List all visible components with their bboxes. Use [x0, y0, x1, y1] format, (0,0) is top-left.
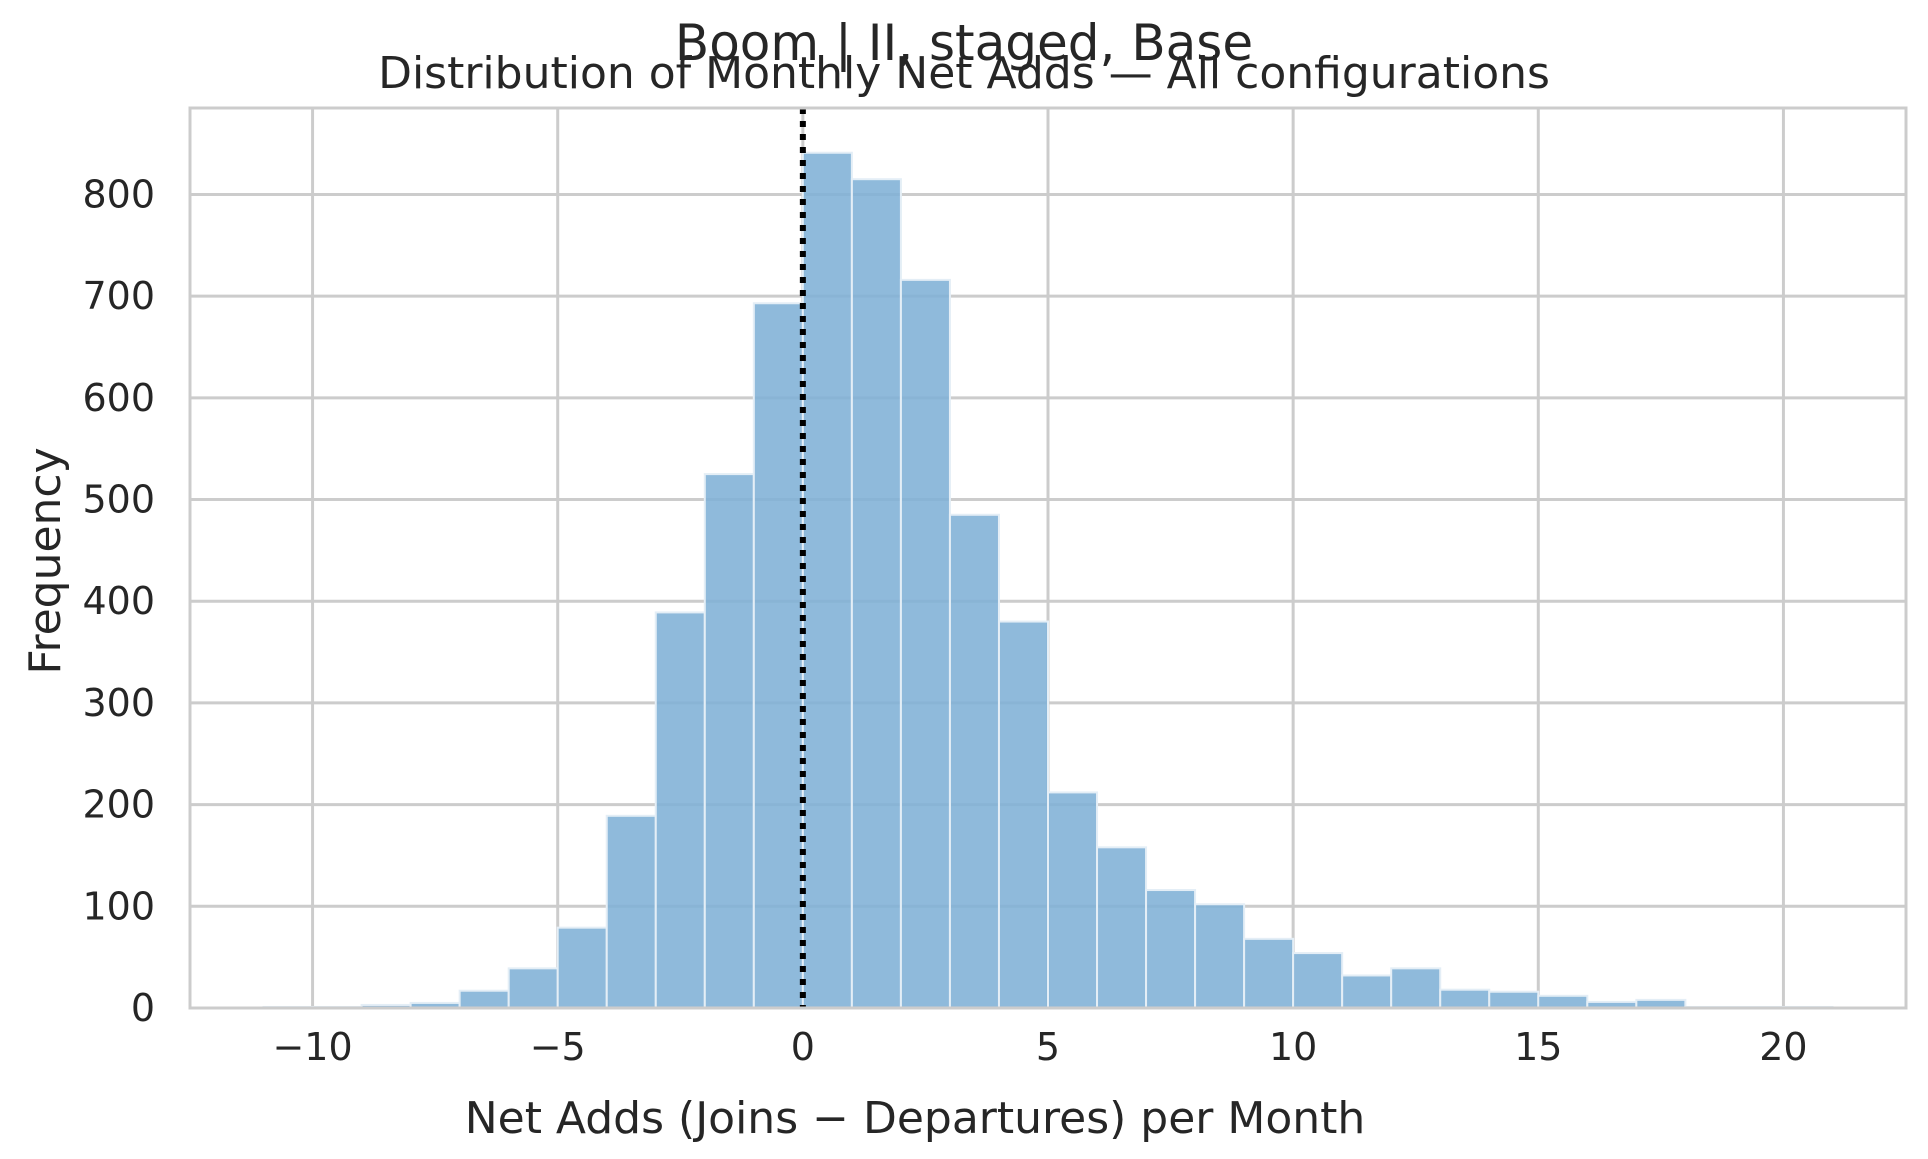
histogram-bar — [1292, 952, 1344, 1009]
x-tick-label: 15 — [1514, 1025, 1562, 1069]
histogram-bar — [850, 178, 902, 1009]
x-tick-label: 20 — [1759, 1025, 1807, 1069]
x-axis-label: Net Adds (Joins − Departures) per Month — [465, 1093, 1366, 1144]
grid-lines — [190, 108, 1906, 1010]
histogram-bar — [1096, 846, 1148, 1009]
chart-title: Distribution of Monthly Net Adds — All c… — [378, 48, 1550, 99]
plot-frame — [188, 106, 1908, 1010]
y-tick-label: 0 — [131, 986, 155, 1030]
x-tick-label: −5 — [530, 1025, 586, 1069]
histogram-bar — [507, 967, 559, 1010]
histogram-bar — [1488, 990, 1540, 1010]
y-axis-label: Frequency — [20, 447, 71, 674]
histogram-bar — [458, 989, 510, 1009]
y-tick-label: 100 — [82, 884, 155, 928]
y-tick-label: 800 — [82, 172, 155, 216]
histogram-bar — [703, 473, 755, 1009]
histogram-bar — [948, 513, 1000, 1009]
y-tick-label: 200 — [82, 783, 155, 827]
histogram-bar — [997, 620, 1050, 1009]
y-tick-labels: 0 100 200 300 400 500 600 700 800 — [82, 172, 155, 1030]
x-tick-label: 0 — [791, 1025, 815, 1069]
histogram-bar — [752, 302, 804, 1010]
histogram-bar — [899, 278, 951, 1010]
y-tick-label: 300 — [82, 681, 155, 725]
y-tick-label: 400 — [82, 579, 155, 623]
histogram-bar — [1390, 967, 1442, 1010]
histogram-bar — [605, 814, 657, 1010]
chart-suptitle: Boom | II, staged, Base — [675, 14, 1253, 72]
histogram-bar — [556, 926, 608, 1009]
histogram-bar — [1243, 937, 1295, 1010]
histogram-bar — [1047, 791, 1099, 1010]
x-tick-label: −10 — [272, 1025, 352, 1069]
histogram-bar — [1145, 889, 1197, 1009]
x-tick-label: 5 — [1036, 1025, 1060, 1069]
x-tick-labels: −10 −5 0 5 10 15 20 — [272, 1025, 1807, 1069]
y-tick-label: 500 — [82, 478, 155, 522]
histogram-bar — [801, 151, 853, 1009]
y-tick-label: 700 — [82, 274, 155, 318]
histogram-bar — [1341, 974, 1393, 1010]
histogram-bar — [1194, 903, 1246, 1009]
histogram-bar — [1537, 994, 1589, 1010]
x-tick-label: 10 — [1269, 1025, 1317, 1069]
y-tick-label: 600 — [82, 376, 155, 420]
histogram-bar — [654, 611, 706, 1010]
histogram-bar — [1439, 988, 1491, 1009]
